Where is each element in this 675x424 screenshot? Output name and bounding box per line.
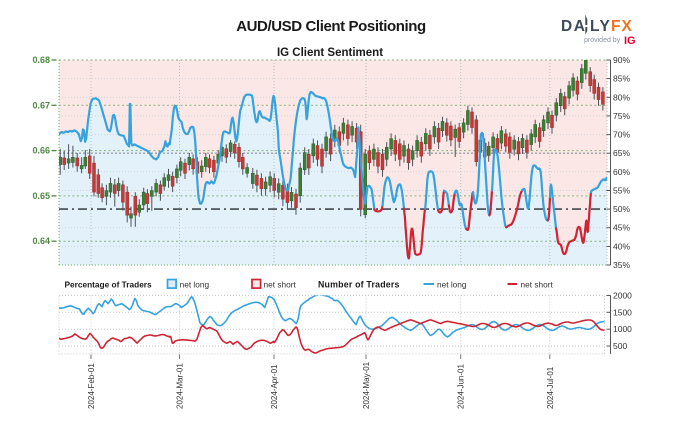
svg-text:80%: 80% — [613, 92, 630, 102]
svg-text:2024-Apr-01: 2024-Apr-01 — [270, 364, 279, 409]
svg-text:1500: 1500 — [613, 307, 632, 317]
svg-text:0.67: 0.67 — [32, 100, 50, 110]
svg-text:0.64: 0.64 — [32, 236, 50, 246]
svg-text:1000: 1000 — [613, 324, 632, 334]
svg-text:0.65: 0.65 — [32, 191, 50, 201]
svg-text:55%: 55% — [613, 186, 630, 196]
svg-text:75%: 75% — [613, 111, 630, 121]
svg-text:2024-Jun-01: 2024-Jun-01 — [457, 364, 466, 409]
svg-text:2024-Mar-01: 2024-Mar-01 — [176, 363, 185, 409]
svg-text:0.66: 0.66 — [32, 146, 50, 156]
svg-text:LY: LY — [590, 18, 611, 35]
svg-text:net long: net long — [437, 280, 467, 290]
svg-text:60%: 60% — [613, 167, 630, 177]
svg-text:70%: 70% — [613, 130, 630, 140]
svg-text:IG Client Sentiment: IG Client Sentiment — [277, 47, 383, 59]
svg-text:45%: 45% — [613, 223, 630, 233]
svg-text:85%: 85% — [613, 74, 630, 84]
svg-text:40%: 40% — [613, 241, 630, 251]
svg-text:2024-Feb-01: 2024-Feb-01 — [87, 363, 96, 409]
svg-text:FX: FX — [611, 18, 633, 35]
svg-text:provided by: provided by — [584, 37, 621, 44]
svg-text:2000: 2000 — [613, 291, 632, 301]
svg-text:2024-Jul-01: 2024-Jul-01 — [546, 366, 555, 409]
svg-text:65%: 65% — [613, 148, 630, 158]
svg-text:net short: net short — [264, 280, 297, 290]
svg-text:AUD/USD Client Positioning: AUD/USD Client Positioning — [236, 18, 426, 35]
svg-text:2024-May-01: 2024-May-01 — [362, 361, 371, 409]
svg-text:Number of Traders: Number of Traders — [318, 280, 400, 290]
svg-text:50%: 50% — [613, 204, 630, 214]
svg-text:90%: 90% — [613, 55, 630, 65]
svg-text:net long: net long — [180, 280, 210, 290]
svg-text:IG: IG — [624, 35, 636, 47]
svg-text:Percentage of Traders: Percentage of Traders — [65, 280, 153, 290]
svg-text:0.68: 0.68 — [32, 55, 50, 65]
svg-text:DA: DA — [561, 18, 586, 35]
svg-text:500: 500 — [613, 341, 627, 351]
svg-text:net short: net short — [521, 280, 554, 290]
svg-text:35%: 35% — [613, 260, 630, 270]
